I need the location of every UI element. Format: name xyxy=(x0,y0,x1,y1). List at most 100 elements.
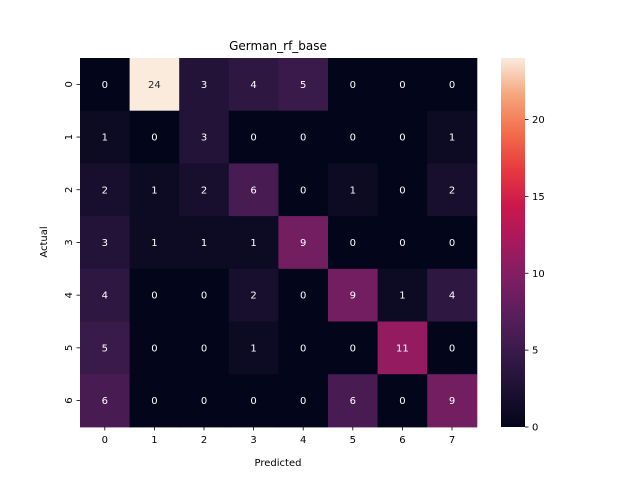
heatmap-cell xyxy=(179,163,230,217)
heatmap-cell xyxy=(427,58,478,112)
x-tick-label: 3 xyxy=(250,435,256,446)
y-tick-label: 1 xyxy=(64,134,75,140)
cell-value-label: 0 xyxy=(300,133,306,144)
cell-value-label: 3 xyxy=(102,238,108,249)
y-tick-label: 5 xyxy=(64,345,75,351)
cell-value-label: 0 xyxy=(300,291,306,302)
heatmap-cell xyxy=(80,110,131,164)
cell-value-label: 11 xyxy=(396,343,409,354)
heatmap-cell xyxy=(179,216,230,270)
heatmap-cell xyxy=(228,374,279,428)
heatmap-cell xyxy=(80,268,131,322)
y-tick-label: 2 xyxy=(64,187,75,193)
cell-value-label: 0 xyxy=(350,133,356,144)
heatmap-cell xyxy=(129,110,180,164)
x-tick-label: 1 xyxy=(151,435,157,446)
heatmap-cell xyxy=(179,321,230,375)
heatmap-cell xyxy=(80,163,131,217)
heatmap-cell xyxy=(80,374,131,428)
y-tick-label: 3 xyxy=(64,239,75,245)
cell-value-label: 0 xyxy=(300,396,306,407)
heatmap-cell xyxy=(377,216,428,270)
cell-value-label: 9 xyxy=(449,396,455,407)
cell-value-label: 9 xyxy=(300,238,306,249)
cell-value-label: 6 xyxy=(102,396,108,407)
heatmap-cell xyxy=(228,268,279,322)
heatmap-cell xyxy=(179,58,230,112)
heatmap-cell xyxy=(179,374,230,428)
cell-value-label: 0 xyxy=(449,238,455,249)
cell-value-label: 1 xyxy=(449,133,455,144)
heatmap-cell xyxy=(328,268,379,322)
heatmap-cell xyxy=(328,374,379,428)
colorbar-tick-label: 5 xyxy=(532,346,538,357)
colorbar-gradient xyxy=(501,58,525,427)
colorbar-tick-label: 10 xyxy=(532,269,545,280)
x-tick-label: 6 xyxy=(399,435,405,446)
heatmap-cell xyxy=(179,110,230,164)
heatmap-cell xyxy=(228,216,279,270)
cell-value-label: 0 xyxy=(250,133,256,144)
heatmap-cell xyxy=(377,110,428,164)
heatmap-cell xyxy=(377,58,428,112)
heatmap-cell xyxy=(278,374,329,428)
heatmap-cell xyxy=(328,321,379,375)
cell-value-label: 0 xyxy=(102,80,108,91)
heatmap-cell xyxy=(278,58,329,112)
heatmap-cell xyxy=(129,321,180,375)
colorbar-tick-label: 15 xyxy=(532,192,545,203)
heatmap-cell xyxy=(129,163,180,217)
heatmap-cell xyxy=(179,268,230,322)
cell-value-label: 0 xyxy=(300,343,306,354)
y-axis-label: Actual xyxy=(39,226,50,257)
cell-value-label: 0 xyxy=(300,185,306,196)
heatmap-cell xyxy=(427,110,478,164)
cell-value-label: 0 xyxy=(250,396,256,407)
heatmap-cell xyxy=(80,58,131,112)
heatmap-cell xyxy=(377,374,428,428)
cell-value-label: 5 xyxy=(300,80,306,91)
heatmap-cell xyxy=(328,163,379,217)
cell-value-label: 3 xyxy=(201,80,207,91)
colorbar-ticks: 0 5 10 15 20 xyxy=(525,115,545,434)
cell-value-label: 0 xyxy=(399,80,405,91)
heatmap-cell xyxy=(129,58,180,112)
colorbar-tick-label: 20 xyxy=(532,115,545,126)
heatmap-cell xyxy=(377,321,428,375)
cell-value-label: 2 xyxy=(250,291,256,302)
cell-value-label: 2 xyxy=(201,185,207,196)
y-tick-label: 6 xyxy=(64,397,75,403)
cell-value-label: 0 xyxy=(201,396,207,407)
cell-value-label: 1 xyxy=(201,238,207,249)
heatmap-cell xyxy=(377,268,428,322)
heatmap-cell xyxy=(129,374,180,428)
heatmap-cell xyxy=(278,110,329,164)
cell-value-label: 1 xyxy=(250,343,256,354)
heatmap-cell xyxy=(228,110,279,164)
cell-value-label: 2 xyxy=(102,185,108,196)
cell-value-label: 0 xyxy=(399,396,405,407)
heatmap-cell xyxy=(427,268,478,322)
cell-value-label: 1 xyxy=(151,185,157,196)
colorbar: 0 5 10 15 20 xyxy=(501,58,545,434)
cell-value-label: 1 xyxy=(250,238,256,249)
cell-value-label: 5 xyxy=(102,343,108,354)
x-tick-label: 2 xyxy=(201,435,207,446)
heatmap-cell xyxy=(427,374,478,428)
cell-value-label: 6 xyxy=(350,396,356,407)
cell-value-label: 24 xyxy=(148,80,161,91)
x-tick-label: 4 xyxy=(300,435,306,446)
cell-value-label: 0 xyxy=(399,185,405,196)
cell-value-label: 1 xyxy=(399,291,405,302)
heatmap-cell xyxy=(328,58,379,112)
cell-value-label: 4 xyxy=(250,80,256,91)
cell-value-label: 0 xyxy=(151,396,157,407)
cell-value-label: 0 xyxy=(151,291,157,302)
heatmap-cell xyxy=(278,163,329,217)
cell-value-label: 0 xyxy=(350,343,356,354)
heatmap-cell xyxy=(427,216,478,270)
cell-value-label: 0 xyxy=(350,238,356,249)
cell-value-label: 4 xyxy=(449,291,455,302)
cell-value-label: 0 xyxy=(151,133,157,144)
cell-value-label: 4 xyxy=(102,291,108,302)
